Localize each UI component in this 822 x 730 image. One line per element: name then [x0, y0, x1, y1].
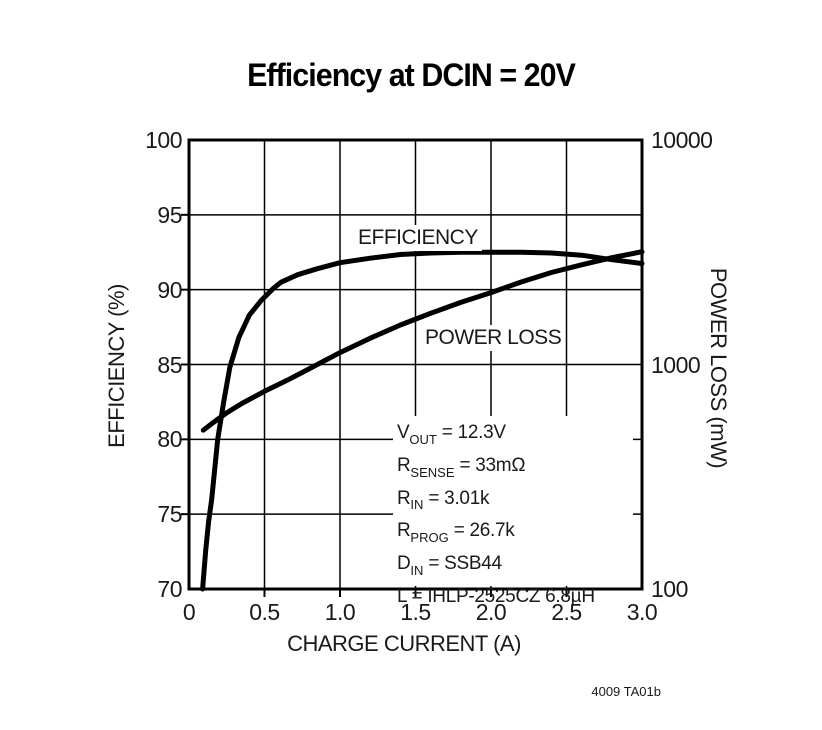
- y-left-tick-label: 75: [157, 501, 182, 528]
- chart-title: Efficiency at DCIN = 20V: [247, 57, 576, 93]
- y-left-tick-label: 85: [157, 351, 182, 378]
- y-right-tick-label: 100: [651, 576, 688, 602]
- curves: [200, 249, 645, 592]
- efficiency-curve-label: EFFICIENCY: [354, 225, 482, 251]
- x-tick-label: 1.0: [324, 599, 356, 625]
- y-right-tick-label: 1000: [651, 351, 701, 378]
- annotation-line: VOUT = 12.3V: [397, 422, 506, 447]
- x-tick-label: 2.0: [475, 599, 507, 625]
- y-left-tick-label: 80: [157, 426, 182, 453]
- annotation-line: RIN = 3.01k: [397, 487, 490, 513]
- y-left-tick-label: 90: [157, 276, 182, 303]
- conditions-annotation: VOUT = 12.3V RSENSE = 33mΩ RIN = 3.01k RPRO…: [393, 416, 633, 607]
- x-axis-title: CHARGE CURRENT (A): [287, 631, 521, 656]
- y-right-tick-label: 10000: [651, 127, 713, 153]
- annotation-line: L = IHLP-2525CZ 6.8µH: [397, 585, 595, 607]
- annotation-line: RSENSE = 33mΩ: [397, 454, 526, 480]
- annotation-line: DIN = SSB44: [397, 553, 502, 578]
- y-left-tick-label: 70: [157, 576, 182, 602]
- y-left-tick-label: 95: [157, 201, 182, 228]
- watermark-label: 4009 TA01b: [591, 684, 661, 699]
- x-tick-label: 3.0: [626, 599, 658, 625]
- power-loss-curve: [200, 249, 645, 433]
- y-left-axis-title: EFFICIENCY (%): [104, 284, 129, 448]
- y-right-axis-title: POWER LOSS (mW): [706, 267, 731, 469]
- axis-ticks: [181, 213, 568, 597]
- y-left-tick-label: 100: [145, 127, 182, 153]
- x-tick-label: 0.5: [249, 599, 280, 625]
- x-tick-label: 1.5: [400, 599, 431, 625]
- efficiency-curve: [200, 249, 645, 592]
- power-loss-curve-label: POWER LOSS: [421, 325, 566, 351]
- x-tick-label: 2.5: [551, 599, 582, 625]
- annotation-line: RPROG = 26.7k: [397, 520, 515, 546]
- x-tick-label: 0: [182, 599, 196, 625]
